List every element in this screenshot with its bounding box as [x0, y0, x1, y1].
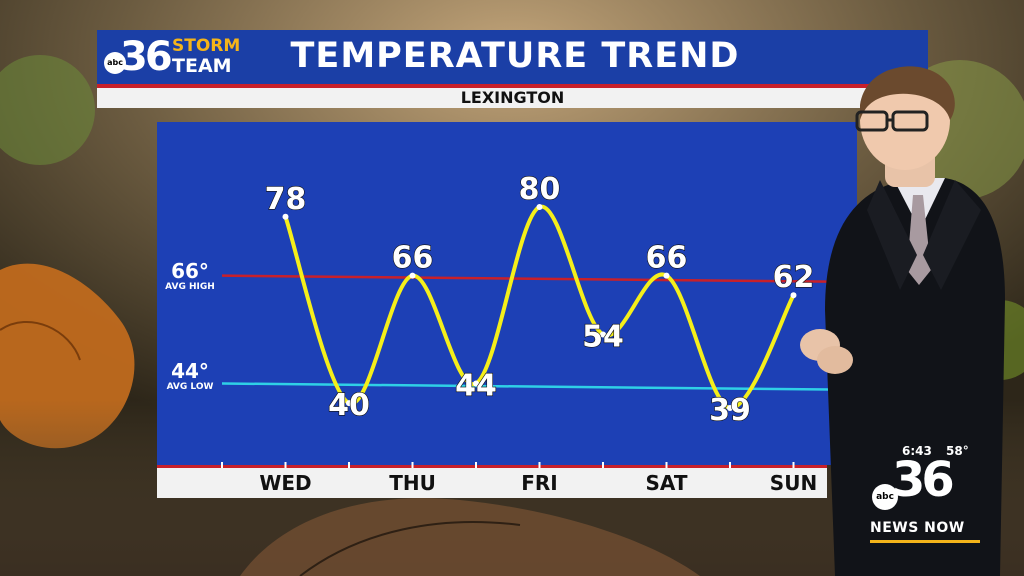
high-temp-label: 66	[392, 241, 434, 276]
presenter-figure	[800, 66, 1005, 576]
x-axis-red-stripe	[157, 465, 827, 468]
high-temp-point	[282, 213, 289, 220]
high-temp-point	[663, 272, 670, 279]
high-temp-label: 80	[519, 172, 561, 207]
x-axis-bar	[157, 465, 827, 498]
x-axis-day-label: WED	[259, 471, 311, 495]
x-axis-day-label: THU	[389, 471, 436, 495]
low-temp-point	[727, 405, 733, 411]
station-bug: 6:43 58° abc 36 NEWS NOW	[862, 440, 982, 550]
low-temp-label: 39	[709, 393, 751, 428]
high-temp-point	[790, 292, 797, 299]
low-temp-label: 40	[328, 388, 370, 423]
avg-high-text: AVG HIGH	[165, 282, 215, 292]
news-now-underline	[870, 540, 980, 543]
logo-number: 36	[120, 34, 173, 80]
low-temp-label: 54	[582, 319, 624, 354]
current-temp: 58°	[946, 444, 969, 458]
high-temp-label: 62	[773, 260, 815, 295]
avg-low-label: 44° AVG LOW	[159, 360, 221, 392]
avg-high-value: 66°	[171, 259, 209, 283]
high-temp-point	[409, 272, 416, 279]
low-temp-label: 44	[455, 368, 497, 403]
header-red-stripe	[97, 84, 928, 88]
low-temp-point	[600, 331, 606, 338]
logo-team-text: TEAM	[172, 55, 232, 77]
abc-bug-badge: abc	[872, 484, 898, 510]
abc-logo-badge: abc	[104, 52, 126, 74]
bug-number: 36	[892, 452, 955, 508]
clock-time: 6:43	[902, 444, 932, 458]
low-temp-point	[473, 380, 479, 387]
high-temp-label: 66	[646, 241, 688, 276]
avg-low-text: AVG LOW	[166, 382, 214, 392]
location-bar	[97, 88, 928, 108]
x-axis-day-label: SUN	[770, 471, 817, 495]
avg-low-value: 44°	[171, 359, 209, 383]
news-now-label: NEWS NOW	[870, 520, 965, 536]
chart-title: TEMPERATURE TREND	[290, 36, 740, 76]
header-bar	[97, 30, 928, 86]
storm-team-logo: abc 36 STORM TEAM	[100, 34, 250, 82]
high-temp-label: 78	[265, 182, 307, 217]
location-label: LEXINGTON	[460, 88, 565, 107]
avg-high-label: 66° AVG HIGH	[159, 260, 221, 292]
x-axis-day-label: SAT	[646, 471, 688, 495]
low-temp-point	[346, 400, 352, 407]
logo-storm-text: STORM	[172, 36, 241, 56]
high-temp-point	[536, 204, 543, 210]
avg-high-line	[221, 274, 831, 283]
avg-low-line	[221, 382, 831, 391]
temperature-trend-line	[283, 204, 796, 410]
x-axis-day-label: FRI	[521, 471, 558, 495]
